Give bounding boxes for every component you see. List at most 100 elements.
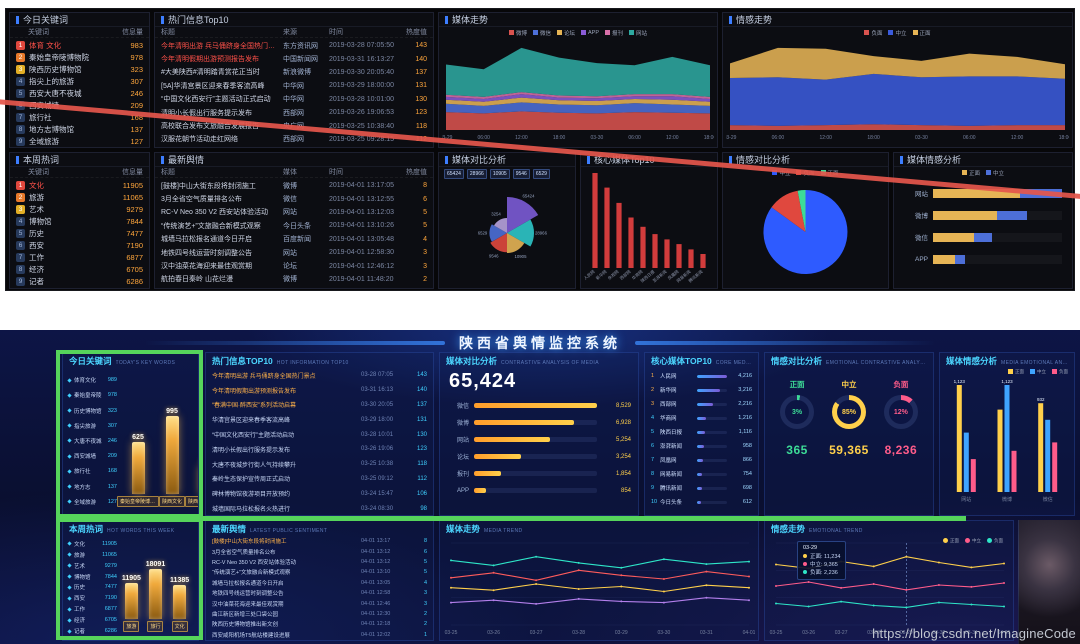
- news-source: 微博: [283, 182, 297, 190]
- news-row[interactable]: 3月全省空气质量排名公布 微信 2019-04-01 13:12:55 6: [155, 192, 433, 205]
- legend-swatch: [605, 30, 611, 35]
- svg-text:04-01: 04-01: [743, 630, 755, 636]
- news-row[interactable]: “中国文化西安行”主题活动正式启动 中华网 2019-03-28 10:01:00 1…: [155, 93, 433, 106]
- news-time: 03-25 10:38: [361, 461, 394, 468]
- keyword-row: 8 经济 6705: [10, 263, 149, 275]
- bar-value: 625: [132, 434, 144, 441]
- news-row[interactable]: 清明小长假出行服务提示发布 03-26 19:06 123: [206, 442, 433, 457]
- keyword-item: 全域旅游 127: [68, 498, 117, 506]
- keyword-item: 艺术 9279: [68, 562, 117, 570]
- rank-badge: 4: [16, 76, 25, 86]
- gauge-total: 8,236: [884, 443, 918, 457]
- news-row[interactable]: 陕西历史博物馆推出新文创 04-01 12:18 2: [206, 619, 433, 629]
- news-row[interactable]: 西安咸阳机场T5航站楼建设进展 04-01 12:02 1: [206, 630, 433, 640]
- news-row[interactable]: 清明小长假出行服务提示发布 西部网 2019-03-26 19:06:53 123: [155, 106, 433, 119]
- rank-number: 5: [651, 429, 655, 435]
- news-row[interactable]: 碑林博物馆夜游项目开放预约 03-24 15:47 106: [206, 486, 433, 501]
- bar-value: 995: [166, 408, 178, 415]
- sentiment-pie-chart: [763, 189, 848, 274]
- keyword-row: 9 全域旅游 127: [10, 135, 149, 147]
- bar-track: [474, 471, 597, 476]
- keyword-label: 艺术: [29, 204, 44, 214]
- keyword-row: 5 西安大唐不夜城 246: [10, 87, 149, 99]
- gold-bar: [148, 569, 162, 619]
- news-row[interactable]: 3月全省空气质量排名公布 04-01 13:12 6: [206, 546, 433, 556]
- keyword-value: 978: [107, 392, 117, 399]
- news-row[interactable]: 秦岭生态保护宣传周正式启动 03-25 09:12 112: [206, 472, 433, 487]
- legend-dot: [803, 570, 807, 574]
- panel-title: 最新舆情 LATEST PUBLIC SENTIMENT: [206, 521, 433, 535]
- news-row[interactable]: 华清宫景区迎来春季客流高峰 03-29 18:00 131: [206, 412, 433, 427]
- bar-group: 18091 旅行: [146, 561, 165, 632]
- news-row[interactable]: 今年清明假期出游预测报告发布 中国新闻网 2019-03-31 16:13:27 14…: [155, 52, 433, 65]
- news-row[interactable]: 地铁四号线运营时刻调整公告 网站 2019-04-01 12:58:30 3: [155, 246, 433, 259]
- news-row[interactable]: 汉中油菜花海迎来最佳观赏期 论坛 2019-04-01 12:46:12 3: [155, 259, 433, 272]
- bar-fill: [474, 488, 487, 493]
- panel-title: 情感走势 EMOTIONAL TREND: [765, 521, 1013, 535]
- stack-segment: [933, 210, 997, 220]
- news-heat: 5: [423, 569, 427, 576]
- keyword-value: 9279: [126, 204, 143, 214]
- news-row[interactable]: RC-V Neo 350 V2 西安站体验活动 04-01 13:12 5: [206, 557, 433, 567]
- news-row[interactable]: 城墙国际马拉松报名火热进行 03-24 08:30 98: [206, 501, 433, 515]
- news-row[interactable]: 地铁四号线运营时刻调整公告 04-01 12:58 3: [206, 588, 433, 598]
- news-row[interactable]: 大唐不夜城步行街人气持续攀升 03-25 10:38 118: [206, 457, 433, 472]
- news-row[interactable]: “中国文化西安行”主题活动启动 03-28 10:01 130: [206, 427, 433, 442]
- news-title: 3月全省空气质量排名公布: [212, 549, 276, 556]
- svg-text:网站: 网站: [961, 496, 971, 503]
- panel-title: 情感对比分析 EMOTIONAL CONTRASTIVE ANALYSIS: [765, 353, 933, 367]
- news-row[interactable]: “传统演艺+”文旅融合新模式观察 今日头条 2019-04-01 13:10:26 5: [155, 219, 433, 232]
- keyword-row: 2 秦始皇帝陵博物院 978: [10, 51, 149, 63]
- legend-label: 负面: [994, 537, 1003, 543]
- keyword-label: 体育 文化: [29, 40, 62, 50]
- keyword-item: 文化 11905: [68, 540, 117, 548]
- rank-badge: 9: [16, 136, 25, 146]
- news-row[interactable]: [鼓楼]中山大街东段将封闭施工 微博 2019-04-01 13:17:05 8: [155, 179, 433, 192]
- tooltip-text: 中立: 9,365: [810, 562, 838, 568]
- svg-text:03-28: 03-28: [572, 630, 585, 636]
- news-row[interactable]: 汉中油菜花海迎来最佳观赏期 04-01 12:46 3: [206, 598, 433, 608]
- news-row[interactable]: 曲江新区新增三处口袋公园 04-01 12:30 2: [206, 609, 433, 619]
- news-row[interactable]: 城墙马拉松报名通道今日开启 百度新闻 2019-04-01 13:05:48 4: [155, 233, 433, 246]
- gauge-label: 正面: [789, 380, 805, 389]
- panel-title-en: LATEST PUBLIC SENTIMENT: [250, 528, 328, 534]
- news-row[interactable]: 今年清明假期出游预测报告发布 03-31 16:13 140: [206, 383, 433, 398]
- panel-today-keywords-v2: 今日关键词 TODAY'S KEY WORDS 体育文化 989 秦始皇帝陵 978 历…: [62, 352, 199, 516]
- svg-text:西部网: 西部网: [618, 268, 632, 281]
- news-heat: 3: [423, 600, 427, 607]
- news-row[interactable]: #大美陕西#清明踏青赏花正当时 新浪微博 2019-03-30 20:05:40 13…: [155, 66, 433, 79]
- bar-fill: [697, 388, 720, 392]
- rank-badge: 3: [16, 64, 25, 74]
- media-name: 网易新闻: [660, 472, 683, 478]
- media-row: 5 陕西日报 1,116: [645, 425, 758, 439]
- news-row[interactable]: “传统演艺+”文旅融合新模式观察 04-01 13:10 5: [206, 567, 433, 577]
- news-heat: 137: [416, 401, 427, 408]
- news-heat: 6: [423, 195, 427, 203]
- panel-title: 热门信息TOP10 HOT INFORMATION TOP10: [206, 353, 433, 367]
- bar-label: 文化: [171, 621, 188, 632]
- news-title: “中国文化西安行”主题活动启动: [212, 433, 294, 440]
- svg-text:1,123: 1,123: [1001, 379, 1013, 384]
- bar-value: 1,854: [615, 470, 631, 477]
- panel-media-sentiment: 媒体情感分析 正面 中立 网站 微博 微信 APP: [893, 152, 1073, 289]
- news-row[interactable]: 今年清明出游 兵马俑跻身全国热门景点前十东方资讯网 2019-03-28 07:0…: [155, 39, 433, 52]
- news-row[interactable]: 今年清明出游 兵马俑跻身全国热门景点 03-28 07:05 143: [206, 368, 433, 383]
- news-row[interactable]: 城墙马拉松报名通道今日开启 04-01 13:05 4: [206, 578, 433, 588]
- news-time: 03-28 10:01: [361, 431, 394, 438]
- news-row[interactable]: [鼓楼]中山大街东段将封闭施工 04-01 13:17 8: [206, 536, 433, 546]
- news-source: 中国新闻网: [283, 56, 318, 64]
- news-row[interactable]: [5A]华清宫景区迎来春季客流高峰 中华网 2019-03-29 18:00:00 1…: [155, 79, 433, 92]
- keyword-row: 9 记者 6286: [10, 275, 149, 287]
- news-time: 03-25 09:12: [361, 475, 394, 482]
- legend-label: 论坛: [563, 30, 575, 37]
- dashboard-header: 陕西省舆情监控系统: [0, 333, 1080, 352]
- column-keyword: 关键词: [28, 169, 49, 176]
- bar-group: 625 秦始皇帝陵博物院: [117, 434, 159, 507]
- news-row[interactable]: “春满中国·醉西安”系列活动启幕 03-30 20:05 137: [206, 398, 433, 413]
- legend-swatch: [965, 538, 970, 543]
- news-row[interactable]: RC-V Neo 350 V2 西安站体验活动 网站 2019-04-01 13:1…: [155, 206, 433, 219]
- keyword-value: 11905: [102, 540, 117, 547]
- news-row[interactable]: 航拍春日秦岭 山花烂漫 微博 2019-04-01 11:48:20 2: [155, 273, 433, 286]
- media-name: 腾讯新闻: [660, 486, 683, 492]
